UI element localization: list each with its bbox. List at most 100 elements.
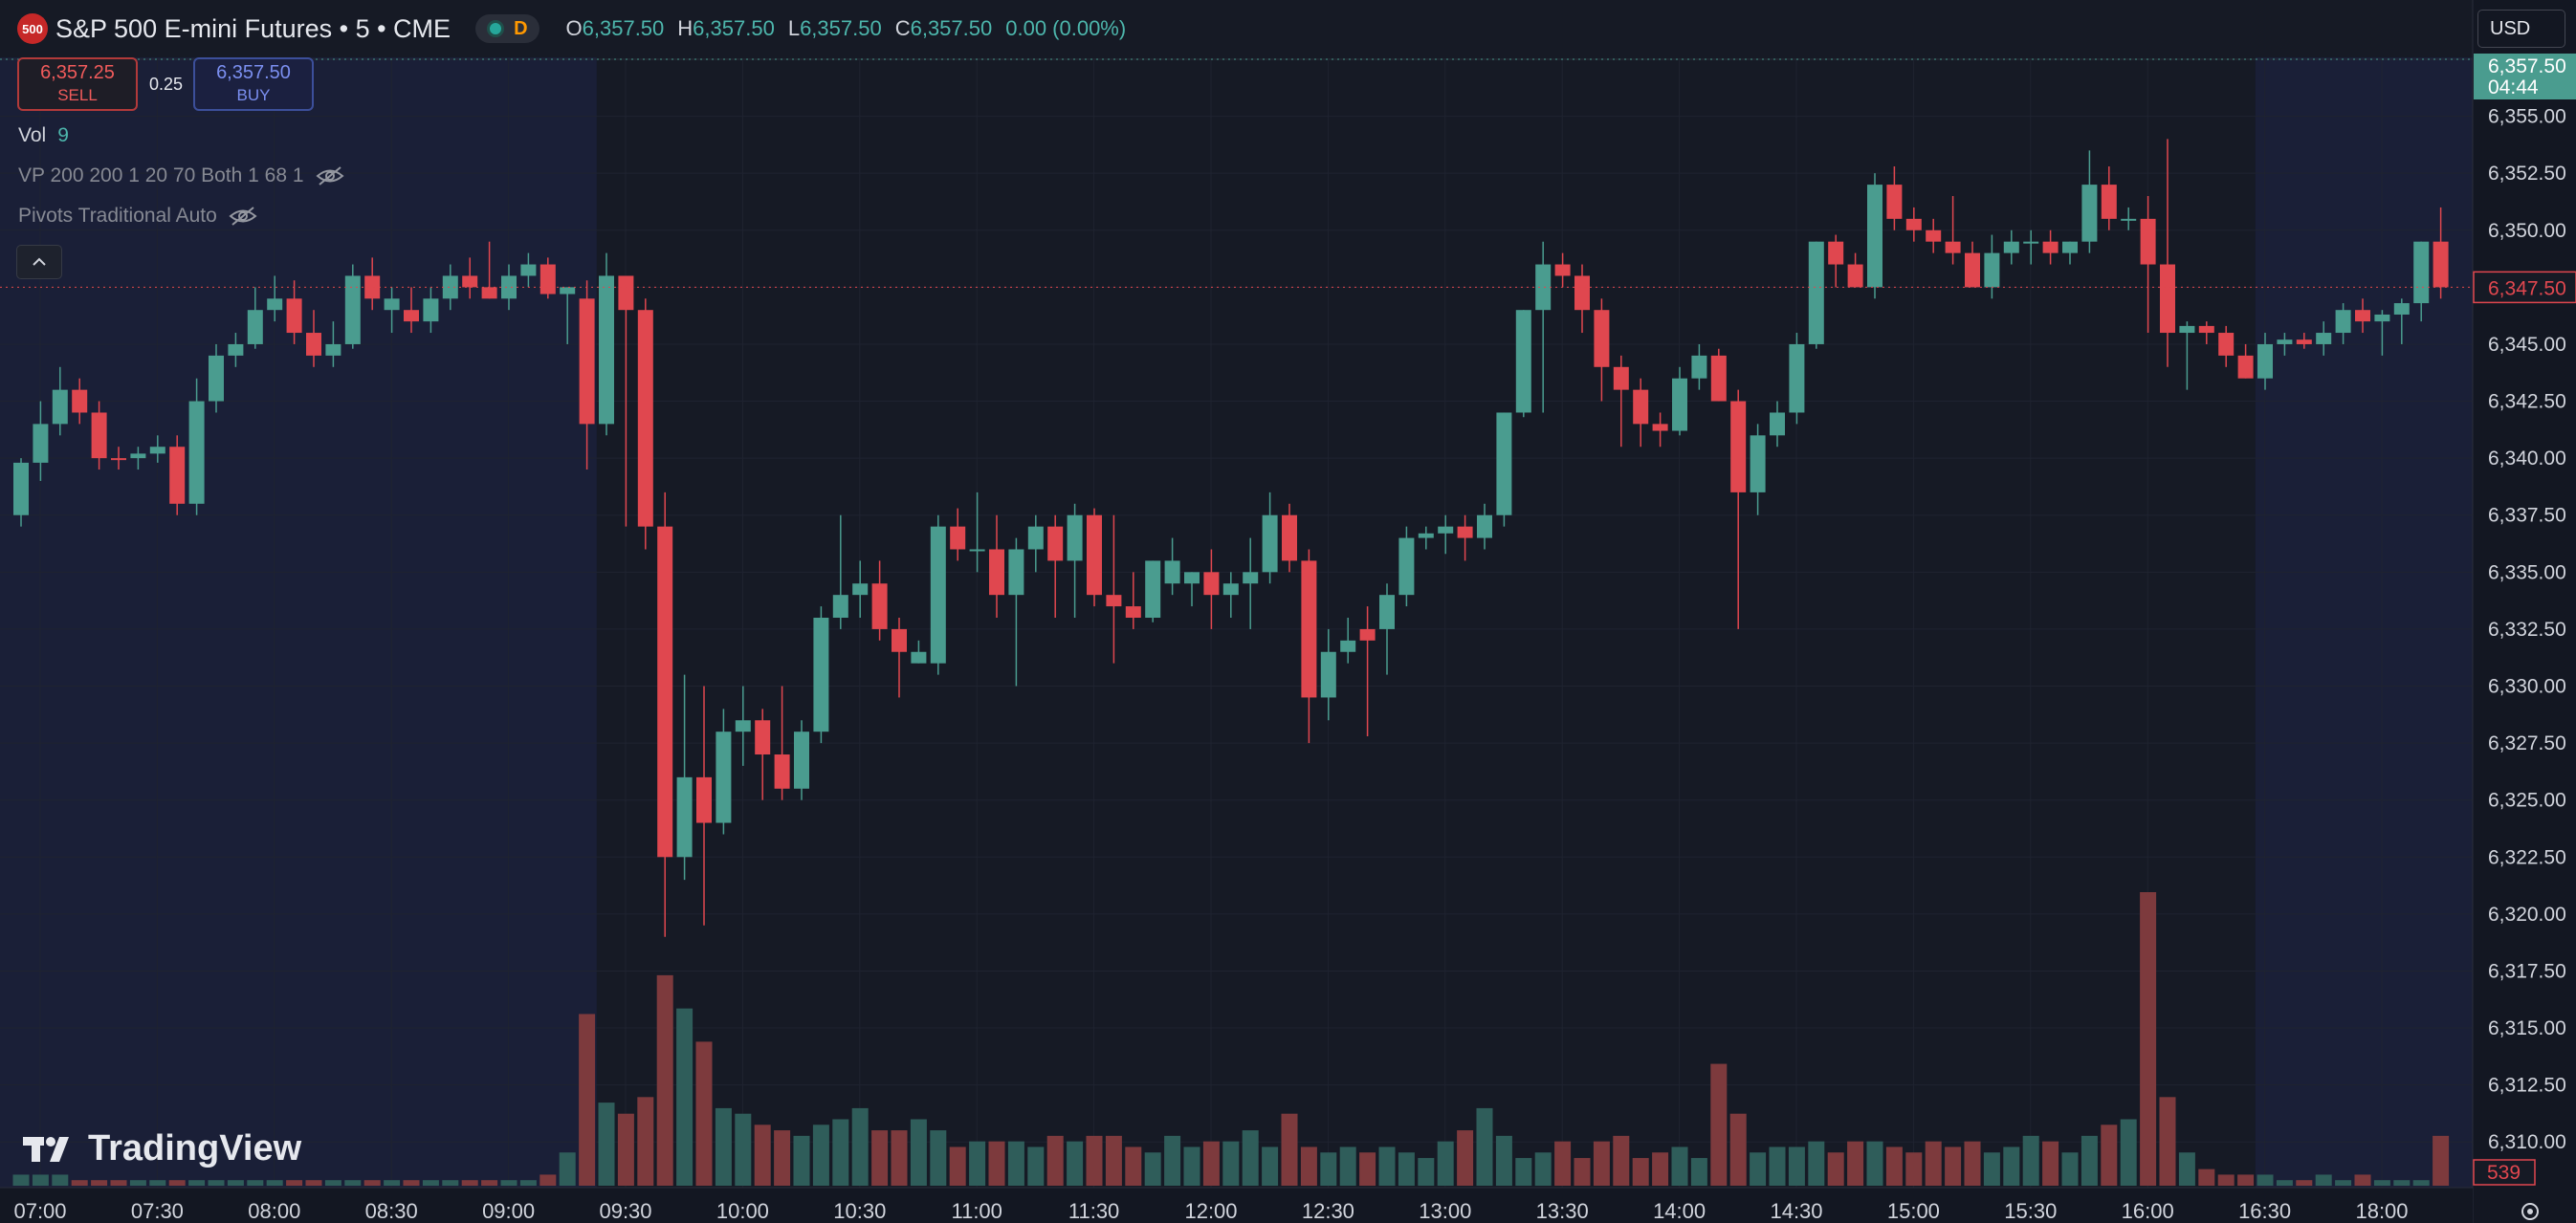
market-status-pill[interactable]: D — [475, 14, 539, 43]
price-axis-label: 6,320.00 — [2488, 904, 2566, 926]
candle-body — [442, 275, 458, 299]
candle-body — [1984, 252, 2000, 288]
candle-body — [1730, 401, 1747, 492]
volume-bar — [754, 1125, 771, 1186]
hidden-eye-icon[interactable] — [229, 206, 257, 227]
candle-body — [2316, 333, 2332, 344]
candle-body — [1965, 252, 1980, 288]
ohlc-close-key: C — [894, 16, 911, 40]
settings-gear-icon[interactable] — [2521, 1203, 2539, 1220]
candle-body — [2218, 333, 2235, 356]
volume-bar — [1885, 1147, 1903, 1186]
volume-bar — [442, 1180, 459, 1186]
candle-body — [1067, 514, 1083, 561]
volume-bar — [930, 1130, 947, 1186]
volume-bar — [1086, 1135, 1103, 1186]
pivots-legend[interactable]: Pivots Traditional Auto — [18, 205, 257, 228]
candle-body — [1379, 595, 1395, 629]
candle-body — [2393, 303, 2410, 315]
volume-bar — [1729, 1113, 1747, 1186]
candle-body — [1457, 526, 1473, 538]
volume-bar — [344, 1180, 362, 1186]
volume-bar — [579, 1014, 596, 1186]
volume-bar — [1359, 1152, 1376, 1186]
chart-header: 500 S&P 500 E-mini Futures • 5 • CME D O… — [0, 0, 2471, 57]
time-axis-label: 12:30 — [1302, 1199, 1354, 1223]
time-axis-label: 10:30 — [833, 1199, 886, 1223]
volume-bar — [1125, 1147, 1142, 1186]
last-price-tag — [2474, 54, 2576, 99]
currency-label: USD — [2490, 17, 2531, 39]
candle-body — [1008, 549, 1024, 596]
volume-bar — [32, 1174, 49, 1186]
candle-body — [2198, 325, 2214, 334]
volume-bar — [1007, 1141, 1024, 1186]
vp-legend[interactable]: VP 200 200 1 20 70 Both 1 68 1 — [18, 164, 344, 187]
volume-bar — [91, 1180, 108, 1186]
ohlc-low-key: L — [787, 16, 801, 40]
collapse-legend-button[interactable] — [16, 245, 62, 279]
candle-body — [1359, 628, 1376, 641]
candle-body — [2023, 241, 2039, 244]
buy-price: 6,357.50 — [216, 62, 291, 83]
candle-body — [1184, 572, 1200, 584]
time-axis-label: 12:00 — [1184, 1199, 1237, 1223]
time-axis-label: 14:00 — [1653, 1199, 1706, 1223]
sell-button[interactable]: 6,357.25 SELL — [17, 57, 138, 111]
volume-bar — [2412, 1180, 2430, 1186]
ohlc-low-value: 6,357.50 — [800, 16, 882, 40]
sell-price: 6,357.25 — [40, 62, 115, 83]
volume-bar — [559, 1152, 576, 1186]
volume-bar — [969, 1141, 986, 1186]
price-axis-label: 6,325.00 — [2488, 790, 2566, 812]
volume-bar — [1925, 1141, 1942, 1186]
volume-bar — [1067, 1141, 1084, 1186]
candle-body — [989, 549, 1004, 596]
price-axis-label: 6,317.50 — [2488, 960, 2566, 982]
volume-marker-tag — [2473, 1159, 2536, 1186]
volume-bar — [1515, 1158, 1532, 1186]
volume-legend[interactable]: Vol 9 — [18, 124, 69, 147]
price-axis-label: 6,327.50 — [2488, 732, 2566, 754]
candle-body — [423, 298, 439, 322]
candle-body — [1340, 640, 1356, 652]
candle-body — [1652, 424, 1668, 431]
spread-value: 0.25 — [149, 74, 184, 94]
tradingview-watermark[interactable]: TradingView — [23, 1128, 301, 1169]
candle-body — [1047, 526, 1064, 561]
currency-selector[interactable]: USD — [2477, 10, 2565, 48]
buy-button[interactable]: 6,357.50 BUY — [193, 57, 314, 111]
candle-body — [599, 275, 614, 425]
symbol-title[interactable]: S&P 500 E-mini Futures • 5 • CME — [55, 13, 451, 43]
volume-bar — [1847, 1141, 1864, 1186]
volume-bar — [2276, 1180, 2293, 1186]
volume-bar — [129, 1180, 146, 1186]
price-axis-label: 6,355.00 — [2488, 106, 2566, 128]
volume-bar — [1964, 1141, 1981, 1186]
candle-body — [2179, 325, 2195, 334]
price-axis-label: 6,342.50 — [2488, 391, 2566, 413]
candle-body — [892, 628, 907, 652]
candle-body — [1515, 310, 1531, 413]
volume-bar — [168, 1180, 186, 1186]
candle-body — [344, 275, 361, 344]
volume-bar — [12, 1174, 30, 1186]
candle-body — [1320, 651, 1336, 698]
volume-legend-value: 9 — [57, 124, 69, 146]
volume-bar — [1983, 1152, 2000, 1186]
time-axis-label: 10:00 — [716, 1199, 769, 1223]
volume-bar — [1574, 1158, 1591, 1186]
volume-bar — [500, 1180, 517, 1186]
candle-body — [930, 526, 946, 664]
symbol-logo-icon[interactable]: 500 — [17, 13, 48, 44]
hidden-eye-icon[interactable] — [315, 165, 344, 186]
candle-body — [364, 275, 381, 299]
candle-body — [1613, 366, 1629, 390]
volume-bar — [1750, 1152, 1767, 1186]
candle-body — [2413, 241, 2430, 304]
volume-bar — [2217, 1174, 2235, 1186]
price-axis-label: 6,312.50 — [2488, 1075, 2566, 1097]
candle-body — [1438, 526, 1454, 534]
candle-body — [618, 275, 634, 311]
